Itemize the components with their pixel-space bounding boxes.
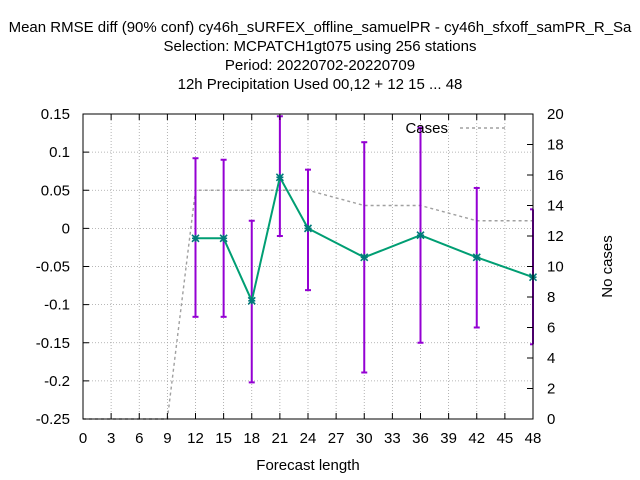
title-line: Selection: MCPATCH1gt075 using 256 stati… [164,38,477,55]
y-tick-label: -0.1 [44,297,70,314]
title-line: Mean RMSE diff (90% conf) cy46h_sURFEX_o… [9,19,632,36]
y-tick-label: -0.2 [44,373,70,390]
y2-tick-label: 10 [547,259,564,276]
y-axis-ticks: -0.25 -0.2 -0.15 -0.1 -0.05 0 0.05 0.1 0.15 [36,106,89,428]
x-tick-label: 6 [135,430,143,447]
x-tick-label: 45 [497,430,514,447]
y2-tick-label: 4 [547,350,555,367]
x-tick-label: 42 [468,430,485,447]
y2-tick-label: 20 [547,106,564,123]
chart-title: Mean RMSE diff (90% conf) cy46h_sURFEX_o… [9,19,632,93]
data-point [360,253,369,262]
y2-tick-label: 14 [547,198,564,215]
title-line: 12h Precipitation Used 00,12 + 12 15 ...… [178,76,463,93]
y2-tick-label: 6 [547,320,555,337]
x-tick-label: 18 [243,430,260,447]
data-point [472,253,481,262]
y-tick-label: -0.15 [36,335,70,352]
x-tick-label: 3 [107,430,115,447]
y2-axis-ticks: 0 2 4 6 8 10 12 14 16 18 20 [527,106,564,428]
legend: Cases [405,120,506,137]
x-tick-label: 0 [79,430,87,447]
data-point [275,173,284,182]
data-point [247,296,256,305]
y2-tick-label: 2 [547,381,555,398]
y-tick-label: -0.05 [36,259,70,276]
y2-tick-label: 18 [547,137,564,154]
y-tick-label: -0.25 [36,411,70,428]
x-tick-label: 9 [163,430,171,447]
x-tick-label: 33 [384,430,401,447]
data-point [219,234,228,243]
data-point [303,224,313,233]
data-point [416,231,425,240]
x-tick-label: 15 [215,430,232,447]
y-tick-label: 0 [62,220,70,237]
y2-tick-label: 8 [547,289,555,306]
x-tick-label: 24 [300,430,317,447]
y-tick-label: 0.1 [49,144,70,161]
data-point [191,234,200,243]
x-tick-label: 27 [328,430,345,447]
x-axis-label: Forecast length [256,457,359,474]
x-axis-ticks: 0 3 6 9 12 15 18 21 24 27 30 33 36 39 42 45 48 [79,114,542,447]
y2-tick-label: 0 [547,411,555,428]
y-tick-label: 0.05 [41,182,70,199]
x-tick-label: 36 [412,430,429,447]
rmse-diff-series [191,173,538,305]
y2-tick-label: 16 [547,167,564,184]
x-tick-label: 12 [187,430,204,447]
x-tick-label: 30 [356,430,373,447]
x-tick-label: 21 [272,430,289,447]
y2-tick-label: 12 [547,228,564,245]
x-tick-label: 48 [525,430,542,447]
legend-label-cases: Cases [405,120,448,137]
y-tick-label: 0.15 [41,106,70,123]
y2-axis-label: No cases [599,235,616,298]
x-tick-label: 39 [440,430,457,447]
title-line: Period: 20220702-20220709 [225,57,415,74]
